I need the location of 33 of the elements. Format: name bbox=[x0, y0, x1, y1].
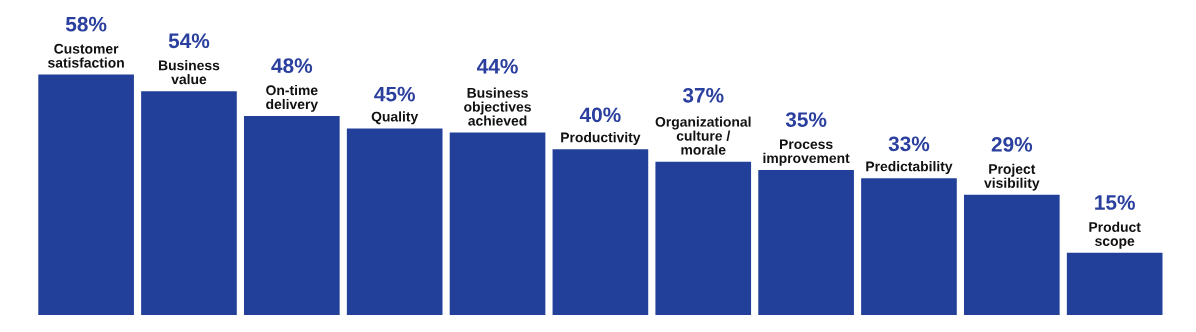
x-tick-label: Predictability bbox=[866, 161, 953, 175]
bar bbox=[963, 194, 1060, 316]
x-tick-label: Business value bbox=[159, 60, 220, 85]
data-label: 40% bbox=[579, 107, 621, 123]
bar bbox=[38, 74, 134, 316]
data-label: 54% bbox=[168, 33, 210, 49]
x-tick-label: Quality bbox=[371, 111, 419, 125]
data-label: 58% bbox=[65, 16, 107, 32]
bar bbox=[141, 91, 237, 316]
bar bbox=[449, 132, 546, 316]
bar bbox=[1066, 252, 1163, 316]
data-label: 45% bbox=[374, 86, 415, 102]
x-tick-label: Productivity bbox=[561, 132, 641, 146]
x-tick-label: Product scope bbox=[1089, 221, 1141, 249]
data-label: 48% bbox=[271, 58, 313, 74]
data-label: 15% bbox=[1095, 195, 1135, 210]
x-tick-label: On-time delivery bbox=[266, 84, 318, 112]
bar bbox=[552, 149, 649, 316]
x-tick-label: Project visibility bbox=[984, 163, 1040, 191]
bar bbox=[655, 161, 752, 316]
bar bbox=[244, 116, 340, 316]
x-tick-label: Business objectives achieved bbox=[464, 87, 531, 126]
data-label: 37% bbox=[682, 87, 724, 103]
bar bbox=[861, 178, 957, 316]
x-tick-label: Organizational culture / morale bbox=[655, 116, 751, 155]
data-label: 29% bbox=[991, 137, 1033, 152]
data-label: 33% bbox=[888, 136, 930, 152]
data-label: 35% bbox=[785, 112, 827, 127]
x-tick-label: Process improvement bbox=[763, 139, 850, 166]
data-label: 44% bbox=[477, 58, 518, 74]
x-tick-label: Customer satisfaction bbox=[48, 43, 124, 68]
bar bbox=[346, 128, 443, 316]
bar bbox=[758, 169, 854, 316]
